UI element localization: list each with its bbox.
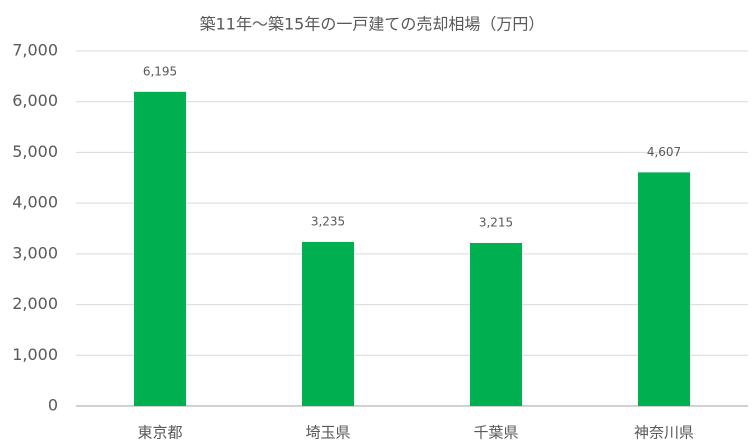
- y-tick-label: 1,000: [12, 345, 58, 364]
- x-tick-label: 神奈川県: [634, 424, 694, 442]
- y-tick-label: 2,000: [12, 294, 58, 313]
- x-tick-label: 埼玉県: [305, 424, 350, 442]
- x-tick-label: 千葉県: [473, 424, 518, 442]
- chart-title: 築11年～築15年の一戸建ての売却相場（万円）: [200, 15, 545, 34]
- y-tick-label: 7,000: [12, 41, 58, 60]
- value-label: 3,235: [311, 214, 345, 228]
- value-label: 3,215: [479, 215, 513, 229]
- bar: [470, 242, 522, 406]
- y-tick-label: 6,000: [12, 91, 58, 110]
- y-tick-label: 0: [48, 396, 58, 415]
- bar: [638, 172, 690, 406]
- bar: [134, 91, 186, 406]
- y-tick-label: 4,000: [12, 193, 58, 212]
- bar: [302, 241, 354, 406]
- value-label: 6,195: [143, 64, 177, 78]
- y-tick-label: 5,000: [12, 142, 58, 161]
- value-label: 4,607: [647, 145, 681, 159]
- x-tick-label: 東京都: [137, 424, 182, 442]
- y-tick-label: 3,000: [12, 243, 58, 262]
